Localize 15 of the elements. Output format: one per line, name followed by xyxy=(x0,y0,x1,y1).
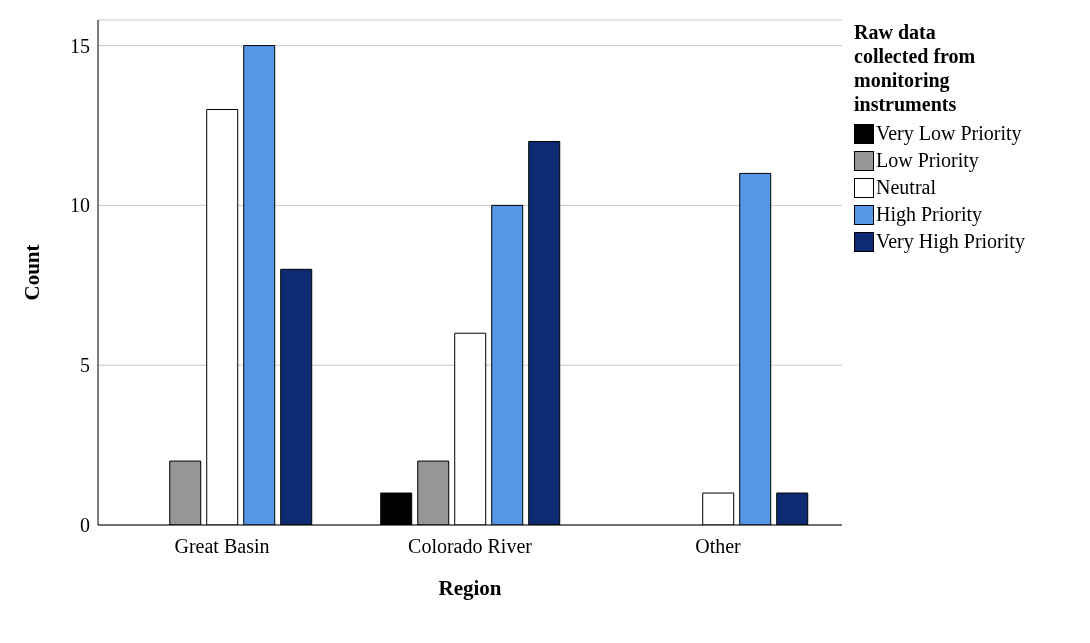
legend-label: Neutral xyxy=(876,175,936,200)
legend-label: Low Priority xyxy=(876,148,979,174)
y-tick-label: 5 xyxy=(80,354,90,377)
x-tick-label: Great Basin xyxy=(174,535,270,558)
y-tick-label: 0 xyxy=(80,514,90,537)
legend-label: Very High Priority xyxy=(876,229,1025,255)
legend-label: Very Low Priority xyxy=(876,121,1022,147)
y-axis-title: Count xyxy=(20,244,45,301)
y-tick-label: 10 xyxy=(70,194,90,217)
legend-title: Raw data collected from monitoring instruments xyxy=(854,20,977,116)
x-tick-label: Other xyxy=(695,535,742,558)
x-axis-title: Region xyxy=(438,576,502,600)
y-tick-label: 15 xyxy=(70,34,90,57)
x-tick-label: Colorado River xyxy=(408,535,533,558)
legend-label: High Priority xyxy=(876,202,983,228)
